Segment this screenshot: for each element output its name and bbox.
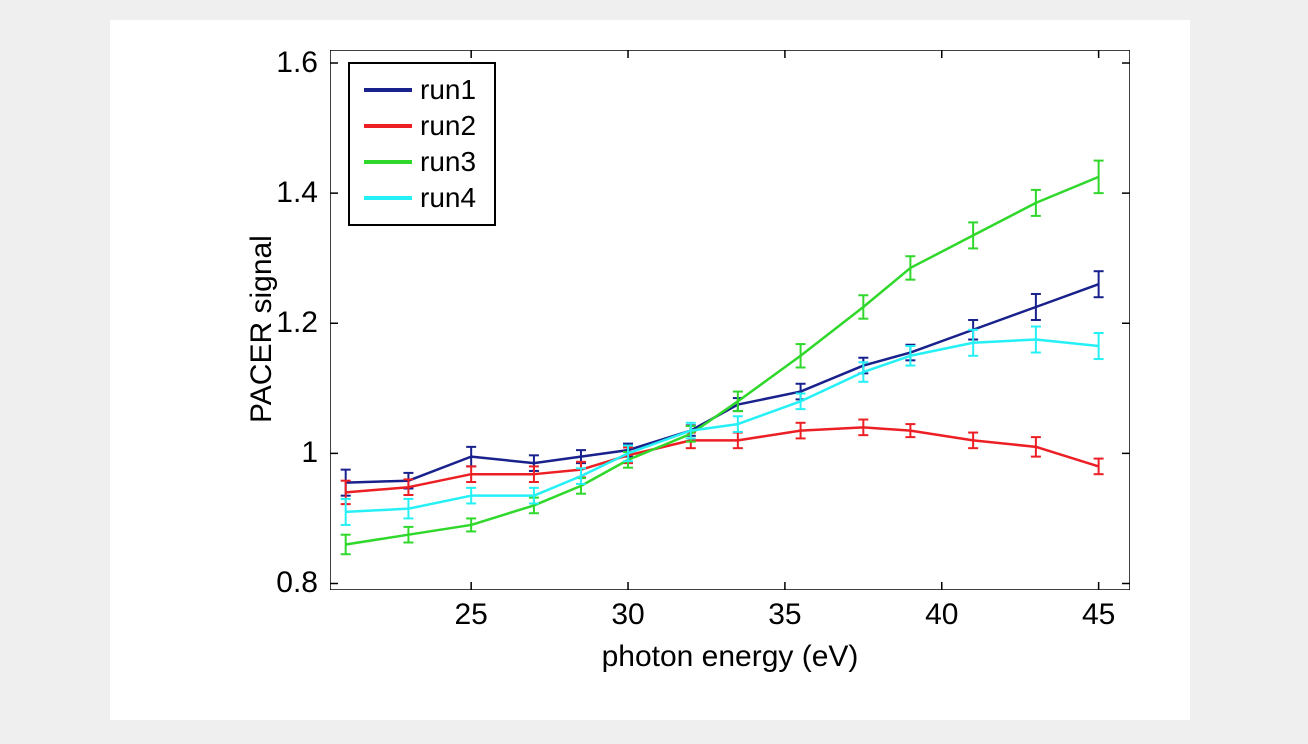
legend-item: run2 <box>364 110 476 142</box>
legend-item: run4 <box>364 182 476 214</box>
legend-label: run3 <box>420 146 476 178</box>
legend-label: run1 <box>420 74 476 106</box>
y-tick-label: 1.4 <box>276 176 318 210</box>
legend-swatch <box>364 88 412 92</box>
x-tick-label: 25 <box>454 598 487 632</box>
y-tick-label: 0.8 <box>276 566 318 600</box>
figure-frame: PACER signal photon energy (eV) run1 run2… <box>110 20 1190 720</box>
legend-item: run3 <box>364 146 476 178</box>
y-tick-label: 1.6 <box>276 46 318 80</box>
legend: run1 run2 run3 run4 <box>348 62 496 226</box>
legend-item: run1 <box>364 74 476 106</box>
x-axis-label: photon energy (eV) <box>602 640 859 674</box>
legend-label: run4 <box>420 182 476 214</box>
legend-swatch <box>364 124 412 128</box>
x-tick-label: 35 <box>768 598 801 632</box>
x-tick-label: 45 <box>1082 598 1115 632</box>
x-tick-label: 40 <box>925 598 958 632</box>
y-axis-label: PACER signal <box>245 235 279 423</box>
y-tick-label: 1.2 <box>276 306 318 340</box>
legend-swatch <box>364 160 412 164</box>
legend-swatch <box>364 196 412 200</box>
x-tick-label: 30 <box>611 598 644 632</box>
legend-label: run2 <box>420 110 476 142</box>
y-tick-label: 1 <box>301 436 318 470</box>
